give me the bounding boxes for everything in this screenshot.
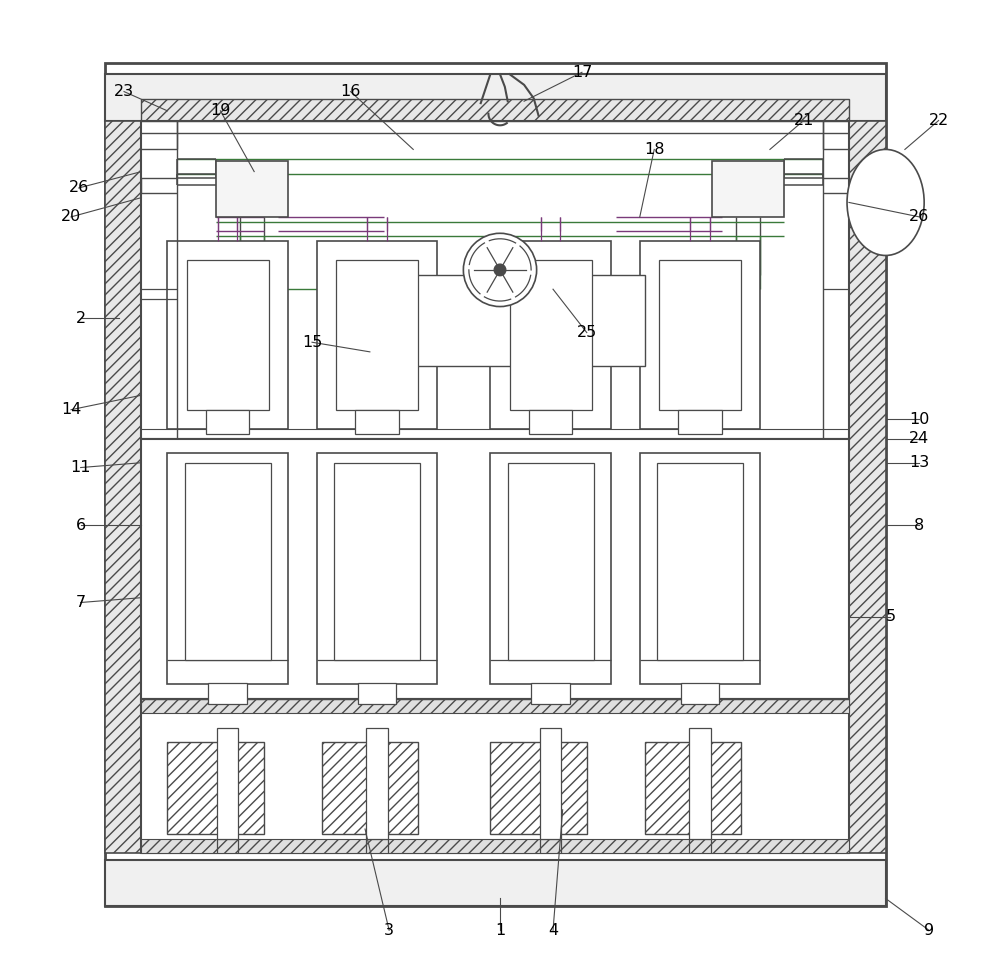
Bar: [141, 120, 849, 439]
Bar: [358, 683, 396, 704]
Text: 20: 20: [61, 209, 81, 225]
Bar: [216, 161, 288, 217]
Text: 11: 11: [70, 460, 91, 475]
Bar: [217, 728, 238, 839]
Bar: [105, 860, 886, 906]
Text: 1: 1: [495, 923, 505, 938]
Text: 25: 25: [577, 325, 597, 340]
Text: 10: 10: [909, 412, 930, 427]
Bar: [206, 410, 249, 434]
Text: 13: 13: [909, 455, 929, 470]
Circle shape: [494, 264, 506, 276]
Bar: [689, 728, 711, 839]
Text: 5: 5: [885, 609, 895, 625]
Bar: [167, 453, 288, 684]
Text: 17: 17: [572, 65, 592, 80]
Bar: [208, 683, 247, 704]
Bar: [141, 839, 849, 853]
Bar: [645, 742, 741, 834]
Bar: [490, 453, 611, 684]
Bar: [355, 410, 399, 434]
Circle shape: [463, 233, 537, 307]
Bar: [317, 241, 437, 429]
Text: 7: 7: [76, 595, 86, 610]
Bar: [105, 74, 886, 120]
Text: 26: 26: [909, 209, 929, 225]
Bar: [167, 742, 264, 834]
Bar: [167, 241, 288, 429]
Bar: [712, 161, 784, 217]
Bar: [510, 260, 592, 410]
Text: 18: 18: [644, 142, 664, 157]
Text: 6: 6: [76, 518, 86, 533]
Bar: [322, 742, 418, 834]
Bar: [105, 120, 141, 853]
Text: 23: 23: [114, 84, 134, 99]
Bar: [141, 439, 849, 699]
Bar: [540, 728, 561, 839]
Bar: [678, 410, 722, 434]
Bar: [531, 683, 570, 704]
Bar: [334, 463, 420, 660]
Text: 14: 14: [61, 402, 81, 417]
Bar: [141, 99, 849, 120]
Text: 3: 3: [384, 923, 394, 938]
Text: 8: 8: [914, 518, 924, 533]
Bar: [141, 699, 849, 713]
Bar: [185, 463, 271, 660]
Bar: [141, 699, 849, 853]
Text: 16: 16: [340, 84, 361, 99]
Bar: [640, 241, 760, 429]
Bar: [105, 63, 886, 906]
Text: 2: 2: [76, 310, 86, 326]
Text: 4: 4: [548, 923, 558, 938]
Bar: [659, 260, 741, 410]
Bar: [336, 260, 418, 410]
Bar: [355, 275, 645, 366]
Text: 19: 19: [210, 103, 231, 119]
Bar: [490, 241, 611, 429]
Text: 21: 21: [793, 113, 814, 128]
Bar: [681, 683, 719, 704]
Text: 24: 24: [909, 431, 929, 446]
Bar: [490, 742, 587, 834]
Text: 22: 22: [928, 113, 949, 128]
Bar: [366, 728, 388, 839]
Bar: [640, 453, 760, 684]
Bar: [657, 463, 743, 660]
Bar: [849, 120, 886, 853]
Bar: [508, 463, 594, 660]
Text: 26: 26: [69, 180, 89, 196]
Ellipse shape: [847, 149, 924, 255]
Bar: [529, 410, 572, 434]
Text: 9: 9: [924, 923, 934, 938]
Text: 15: 15: [302, 335, 322, 350]
Bar: [317, 453, 437, 684]
Bar: [187, 260, 269, 410]
